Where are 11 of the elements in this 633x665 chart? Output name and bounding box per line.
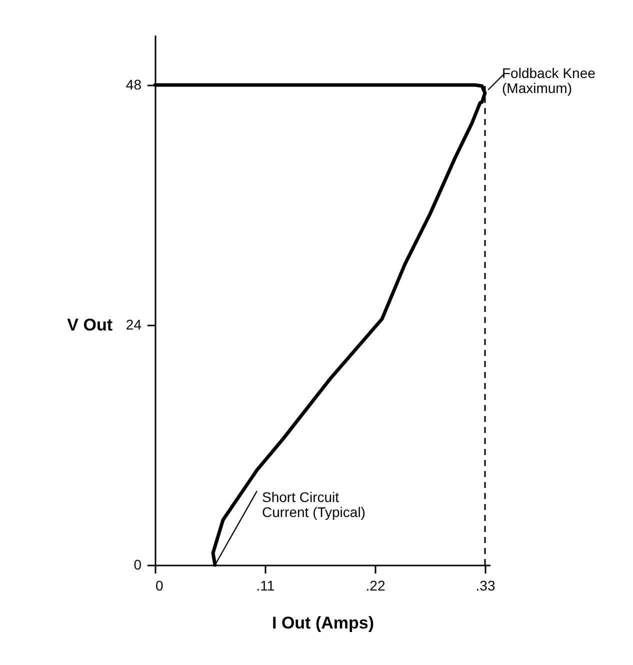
annotation: Short Circuit Current (Typical) <box>262 489 366 520</box>
x-tick-label: .11 <box>256 578 275 594</box>
x-axis-title: I Out (Amps) <box>272 614 374 632</box>
annotation: Foldback Knee (Maximum) <box>502 65 596 96</box>
y-tick-label: 48 <box>126 76 142 92</box>
x-tick-label: 0 <box>156 578 164 594</box>
y-tick-label: 24 <box>126 316 142 332</box>
x-tick-label: .33 <box>476 578 496 594</box>
x-tick-label: .22 <box>366 578 386 594</box>
y-tick-label: 0 <box>134 556 142 572</box>
y-axis-title: V Out <box>67 316 113 334</box>
